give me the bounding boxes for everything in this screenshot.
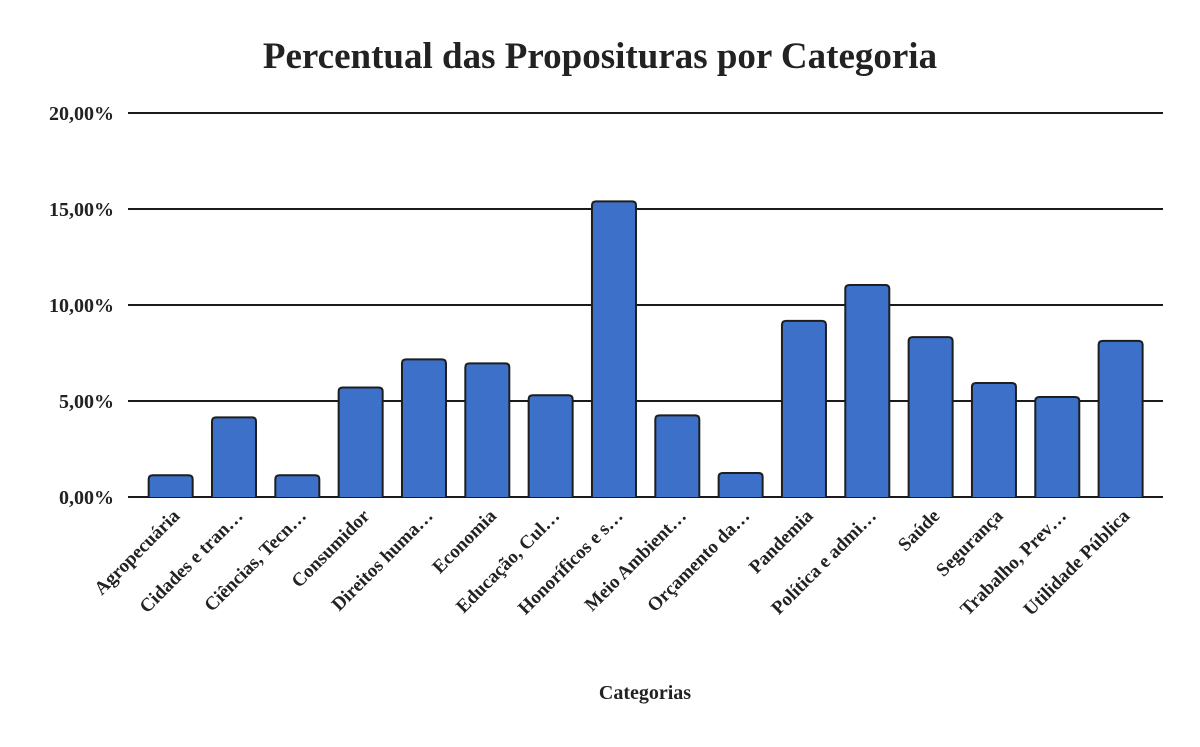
- bar: [147, 474, 194, 497]
- bar: [907, 336, 954, 497]
- y-tick-label: 5,00%: [59, 391, 114, 413]
- bar: [1034, 395, 1081, 497]
- y-tick-label: 15,00%: [49, 199, 114, 221]
- x-tick-label: Trabalho, Prev…: [956, 506, 1070, 620]
- bar: [654, 414, 701, 497]
- bar: [464, 362, 511, 497]
- bar: [970, 381, 1017, 497]
- bar: [337, 386, 384, 497]
- x-tick-label: Utilidade Pública: [1020, 505, 1135, 620]
- bar: [780, 319, 827, 497]
- bar: [844, 284, 891, 497]
- x-tick-label: Saúde: [894, 506, 944, 556]
- bar: [527, 394, 574, 497]
- chart-title: Percentual das Proposituras por Categori…: [263, 36, 937, 77]
- y-tick-label: 10,00%: [49, 295, 114, 317]
- x-axis-label: Categorias: [599, 682, 691, 704]
- bar: [210, 416, 257, 497]
- bar: [1097, 339, 1144, 497]
- bar: [400, 358, 447, 497]
- bar: [717, 472, 764, 497]
- bar: [274, 474, 321, 497]
- y-tick-label: 0,00%: [59, 487, 114, 509]
- bar: [590, 200, 637, 497]
- y-tick-label: 20,00%: [49, 103, 114, 125]
